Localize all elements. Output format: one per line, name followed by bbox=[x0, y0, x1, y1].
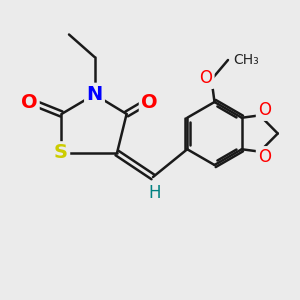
Text: S: S bbox=[54, 143, 68, 163]
Text: H: H bbox=[148, 184, 161, 202]
Text: O: O bbox=[21, 92, 38, 112]
Text: CH₃: CH₃ bbox=[233, 53, 259, 67]
Text: N: N bbox=[86, 85, 103, 104]
Text: O: O bbox=[200, 69, 213, 87]
Text: O: O bbox=[258, 148, 271, 166]
Text: O: O bbox=[258, 101, 271, 119]
Text: O: O bbox=[141, 92, 158, 112]
